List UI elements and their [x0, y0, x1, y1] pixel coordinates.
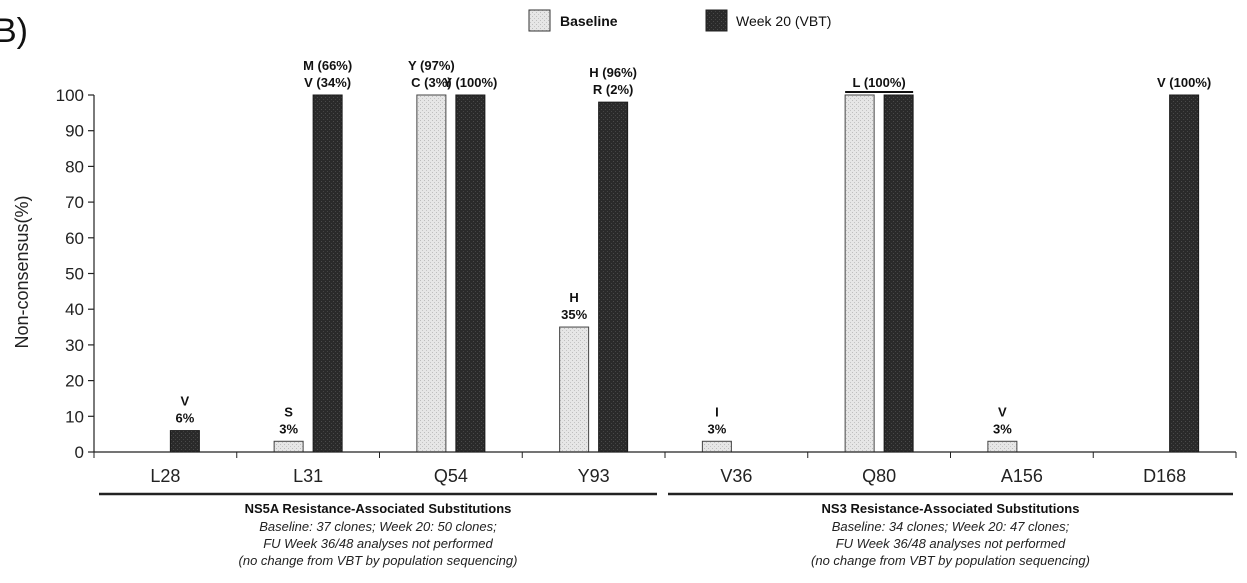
group-note: FU Week 36/48 analyses not performed [836, 536, 1066, 551]
group-note: FU Week 36/48 analyses not performed [263, 536, 493, 551]
legend-label-baseline: Baseline [560, 13, 618, 29]
category-label-q80: Q80 [862, 466, 896, 486]
y-tick-label: 10 [65, 407, 84, 426]
bar-annotation: V (100%) [1157, 75, 1211, 90]
bar-annotation: C (3%) [411, 75, 451, 90]
bar-annotation: V [181, 394, 190, 409]
bar-annotations: V 6% S 3% M (66%) V (34%) Y (97%) C (3%)Y (100%… [175, 58, 1211, 436]
y-tick-label: 100 [56, 86, 84, 105]
bar-q54-week20 [455, 94, 486, 453]
group-note: (no change from VBT by population sequen… [811, 553, 1090, 568]
legend-swatch-week20 [705, 9, 728, 32]
group-note: Baseline: 34 clones; Week 20: 47 clones; [832, 519, 1070, 534]
category-label-v36: V36 [720, 466, 752, 486]
bar-annotation: L (100%) [853, 75, 906, 90]
bar-annotation: H [569, 290, 578, 305]
y-tick-label: 80 [65, 157, 84, 176]
bar-v36-baseline [701, 440, 732, 453]
bar-l28-week20 [169, 430, 200, 453]
y-axis-ticks: 0 10 20 30 40 50 60 70 80 90 100 [56, 86, 94, 462]
category-label-l31: L31 [293, 466, 323, 486]
bar-annotation: 3% [279, 421, 298, 436]
category-label-a156: A156 [1001, 466, 1043, 486]
bar-y93-week20 [598, 101, 629, 453]
bar-l31-week20 [312, 94, 343, 453]
y-tick-label: 90 [65, 122, 84, 141]
bar-annotation: 6% [175, 411, 194, 426]
bar-annotation: M (66%) [303, 58, 352, 73]
bar-l31-baseline [273, 440, 304, 453]
group-title: NS5A Resistance-Associated Substitutions [245, 501, 512, 516]
bar-d168-week20 [1169, 94, 1200, 453]
bar-q80-baseline [844, 94, 875, 453]
y-tick-label: 40 [65, 300, 84, 319]
category-label-q54: Q54 [434, 466, 468, 486]
bar-y93-baseline [559, 326, 590, 453]
bar-annotation: V (34%) [304, 75, 351, 90]
bar-annotation: Y (97%) [408, 58, 455, 73]
y-tick-label: 20 [65, 372, 84, 391]
y-tick-label: 60 [65, 229, 84, 248]
category-label-y93: Y93 [578, 466, 610, 486]
bar-annotation: S [284, 404, 293, 419]
legend-label-week20: Week 20 (VBT) [736, 13, 831, 29]
category-label-l28: L28 [150, 466, 180, 486]
bar-annotation: V [998, 404, 1007, 419]
legend: Baseline Week 20 (VBT) [528, 9, 831, 32]
bar-annotation: R (2%) [593, 82, 633, 97]
panel-label: B) [0, 12, 28, 50]
group-title: NS3 Resistance-Associated Substitutions [822, 501, 1080, 516]
y-tick-label: 50 [65, 265, 84, 284]
bar-annotation: I [715, 404, 719, 419]
y-tick-label: 70 [65, 193, 84, 212]
bar-a156-baseline [987, 440, 1018, 453]
y-tick-label: 30 [65, 336, 84, 355]
substitution-groups: NS5A Resistance-Associated Substitutions… [99, 492, 1233, 568]
category-label-d168: D168 [1143, 466, 1186, 486]
y-tick-label: 0 [75, 443, 84, 462]
legend-swatch-baseline [528, 9, 551, 32]
bar-annotation: 35% [561, 307, 587, 322]
y-axis-label: Non-consensus(%) [12, 195, 32, 348]
bars [169, 94, 1200, 453]
group-note: Baseline: 37 clones; Week 20: 50 clones; [259, 519, 497, 534]
x-axis-categories: L28 L31 Q54 Y93 V36 Q80 A156 D168 [93, 452, 1237, 486]
bar-annotation: H (96%) [589, 65, 637, 80]
bar-annotation: 3% [993, 421, 1012, 436]
group-note: (no change from VBT by population sequen… [239, 553, 518, 568]
bar-q54-baseline [416, 94, 447, 453]
bar-q80-week20 [883, 94, 914, 453]
bar-annotation: 3% [707, 421, 726, 436]
bar-annotation: Y (100%) [443, 75, 497, 90]
